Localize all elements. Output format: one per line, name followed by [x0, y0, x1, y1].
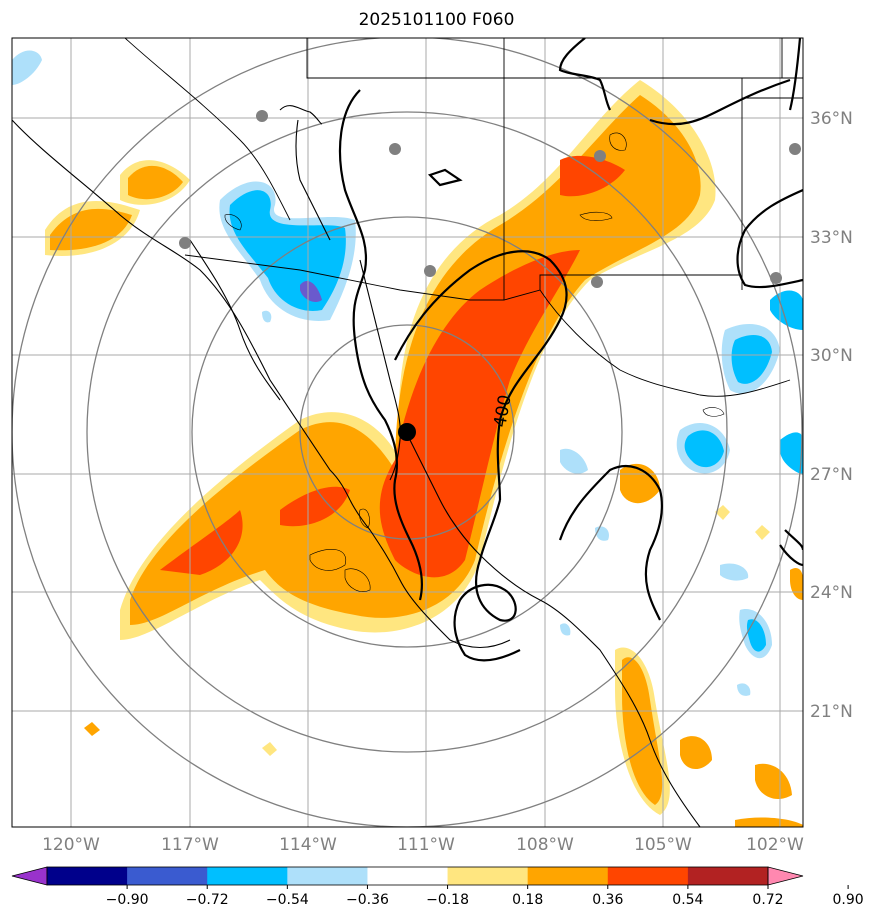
colorbar: −0.90 −0.72 −0.54 −0.36 −0.18 0.18 0.36 0.54 0.7… — [11, 866, 864, 908]
map-title: 2025101100 F060 — [358, 10, 515, 30]
colorbar-segment — [207, 867, 288, 885]
station-marker — [594, 150, 606, 162]
center-point-marker — [398, 423, 416, 441]
colorbar-segments — [47, 867, 769, 885]
colorbar-tick-label: 0.36 — [592, 892, 623, 908]
lon-label: 105°W — [634, 835, 692, 855]
longitude-labels: 120°W 117°W 114°W 111°W 108°W 105°W 102°… — [42, 835, 804, 855]
height-contours — [338, 38, 803, 662]
positive-anomaly-shading — [45, 80, 803, 827]
colorbar-tick-label: −0.18 — [426, 892, 469, 908]
colorbar-tick-label: 0.90 — [833, 892, 864, 908]
lon-label: 111°W — [397, 835, 455, 855]
political-borders — [124, 38, 803, 397]
colorbar-segment — [687, 867, 769, 885]
station-marker — [424, 265, 436, 277]
map-panel: 400 — [12, 38, 803, 827]
latitude-labels: 36°N 33°N 30°N 27°N 24°N 21°N — [810, 109, 853, 722]
lat-label: 24°N — [810, 583, 853, 603]
colorbar-tick-label: −0.90 — [106, 892, 149, 908]
colorbar-segment — [127, 867, 208, 885]
station-marker — [789, 143, 801, 155]
colorbar-segment — [527, 867, 609, 885]
station-markers — [179, 110, 801, 288]
station-marker — [179, 237, 191, 249]
lon-label: 120°W — [42, 835, 100, 855]
colorbar-extend-right — [767, 866, 804, 886]
colorbar-outline — [46, 866, 769, 886]
colorbar-tick-label: 0.54 — [672, 892, 703, 908]
station-marker — [389, 143, 401, 155]
colorbar-tick-label: 0.72 — [752, 892, 783, 908]
colorbar-segment — [287, 867, 368, 885]
colorbar-segment — [367, 867, 449, 885]
colorbar-segment — [607, 867, 689, 885]
station-marker — [256, 110, 268, 122]
lon-label: 102°W — [746, 835, 804, 855]
lat-label: 21°N — [810, 702, 853, 722]
colorbar-tick-label: −0.54 — [266, 892, 309, 908]
coastlines — [12, 105, 701, 827]
station-marker — [591, 276, 603, 288]
colorbar-tick-label: −0.72 — [186, 892, 229, 908]
lat-label: 33°N — [810, 228, 853, 248]
negative-anomaly-shading — [12, 50, 803, 696]
graticule — [12, 38, 803, 827]
colorbar-segment — [47, 867, 128, 885]
station-marker — [770, 272, 782, 284]
colorbar-ticks: −0.90 −0.72 −0.54 −0.36 −0.18 0.18 0.36 0.54 0.7… — [106, 885, 864, 908]
lon-label: 114°W — [279, 835, 337, 855]
lon-label: 108°W — [516, 835, 574, 855]
lat-label: 36°N — [810, 109, 853, 129]
colorbar-extend-left — [11, 866, 48, 886]
colorbar-tick-label: 0.18 — [512, 892, 543, 908]
lon-label: 117°W — [161, 835, 219, 855]
map-frame — [11, 37, 804, 828]
colorbar-segment — [447, 867, 529, 885]
lat-label: 27°N — [810, 465, 853, 485]
range-rings — [12, 38, 803, 827]
lat-label: 30°N — [810, 346, 853, 366]
colorbar-tick-label: −0.36 — [346, 892, 389, 908]
